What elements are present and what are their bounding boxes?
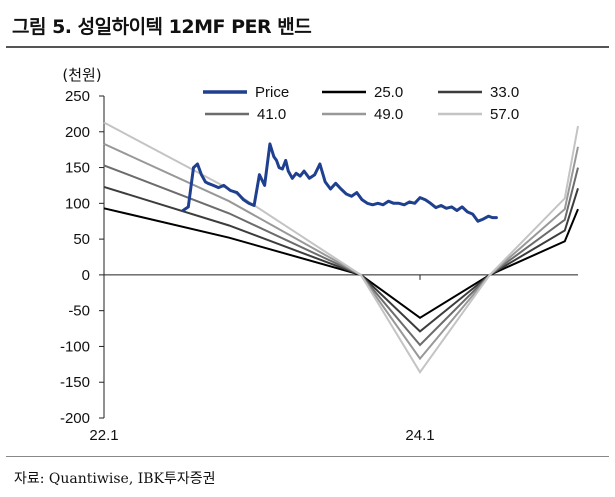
y-tick-label: 150 [65, 160, 90, 177]
source-divider [6, 456, 609, 457]
title-divider [6, 46, 609, 48]
series-line-per-49-0 [103, 142, 579, 361]
legend-label: 25.0 [374, 84, 403, 101]
axes: (천원) -200 -150 -100 -50 0 50 100 150 200 250 22.1 24… [60, 66, 578, 444]
x-tick-label: 22.1 [89, 427, 118, 444]
x-tick-label: 24.1 [405, 427, 434, 444]
per-band-lines [103, 121, 579, 375]
series-line-per-41-0 [103, 164, 579, 347]
series-line-per-33-0 [103, 185, 579, 333]
y-tick-label: -200 [60, 410, 90, 427]
y-tick-label: 200 [65, 124, 90, 141]
series-line-per-25-0 [103, 207, 579, 320]
legend-label: 41.0 [257, 106, 286, 123]
y-tick-label: 0 [82, 267, 90, 284]
y-tick-label: 100 [65, 195, 90, 212]
y-tick-label: 250 [65, 88, 90, 105]
y-tick-label: -50 [68, 303, 90, 320]
series-line-price [181, 142, 498, 223]
legend-label: 33.0 [490, 84, 519, 101]
y-tick-label: 50 [73, 231, 90, 248]
y-tick-label: -150 [60, 374, 90, 391]
legend: Price 25.0 33.0 41.0 49.0 57.0 [203, 84, 519, 123]
source-note: 자료: Quantiwise, IBK투자증권 [14, 471, 216, 487]
legend-label: 49.0 [374, 106, 403, 123]
y-tick-label: -100 [60, 338, 90, 355]
legend-label: Price [255, 84, 289, 101]
figure-title: 그림 5. 성일하이텍 12MF PER 밴드 [12, 16, 312, 38]
price-series [181, 142, 498, 223]
y-axis-unit-label: (천원) [62, 66, 101, 84]
legend-label: 57.0 [490, 106, 519, 123]
series-line-per-57-0 [103, 121, 579, 375]
